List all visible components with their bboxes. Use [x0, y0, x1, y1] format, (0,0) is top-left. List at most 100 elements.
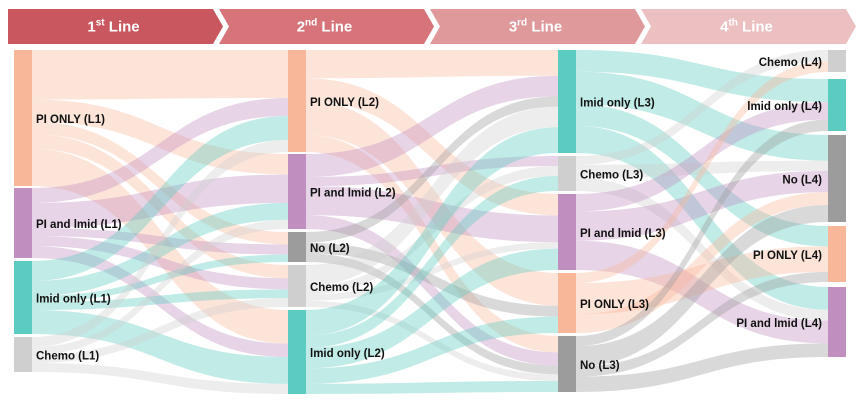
flow — [576, 125, 828, 310]
node-label: lmid only (L3) — [580, 98, 655, 110]
node-label: lmid only (L4) — [747, 101, 822, 113]
flow — [306, 248, 558, 369]
flow — [32, 116, 288, 281]
stage-number: 2 — [297, 18, 305, 35]
flow — [576, 177, 828, 321]
flow — [306, 381, 558, 394]
node-label: PI and lmid (L3) — [580, 228, 666, 240]
flow — [306, 135, 558, 353]
flow — [32, 50, 288, 100]
node-label: PI and lmid (L1) — [36, 219, 122, 231]
node — [558, 336, 576, 392]
stage-title: 4th Line — [720, 17, 773, 35]
stage-label: Line — [105, 18, 140, 35]
flow — [32, 174, 288, 228]
stage-title: 1st Line — [87, 17, 139, 35]
stage-number: 3 — [509, 18, 517, 35]
stage-suffix: st — [96, 17, 106, 28]
flow — [32, 228, 288, 255]
flow — [32, 254, 288, 302]
node-label: PI and lmid (L4) — [736, 318, 822, 330]
flow — [576, 246, 828, 315]
node — [14, 337, 32, 372]
flow — [576, 50, 828, 103]
node — [558, 50, 576, 153]
flow — [32, 363, 288, 394]
node-label: lmid only (L2) — [310, 348, 385, 360]
flow — [32, 148, 288, 344]
nodes: PI ONLY (L1) PI and lmid (L1) lmid only (L… — [14, 50, 846, 394]
flow — [306, 101, 558, 306]
node-label: lmid only (L1) — [36, 294, 111, 306]
flow — [576, 271, 828, 377]
flow — [306, 215, 558, 366]
node-label: Chemo (L2) — [310, 282, 373, 294]
flow — [576, 61, 828, 283]
node-label: PI ONLY (L1) — [36, 114, 105, 126]
flow — [32, 140, 288, 347]
flow — [306, 186, 558, 243]
node — [828, 287, 846, 357]
flow — [306, 106, 558, 287]
node-label: Chemo (L3) — [580, 170, 643, 182]
node-label: Chemo (L4) — [759, 57, 822, 69]
flow — [32, 99, 288, 175]
flow — [32, 289, 288, 310]
node-label: PI ONLY (L4) — [753, 250, 822, 262]
flow — [576, 102, 828, 212]
node-label: PI ONLY (L3) — [580, 299, 649, 311]
stage-title: 2nd Line — [297, 17, 353, 35]
stage-label: Line — [527, 18, 562, 35]
flow — [306, 242, 558, 301]
node — [14, 50, 32, 186]
flow — [306, 75, 558, 178]
flow — [32, 202, 288, 296]
stage-suffix: nd — [305, 17, 317, 28]
node — [288, 50, 306, 152]
flow — [576, 192, 828, 333]
flow — [576, 204, 828, 367]
flow — [576, 71, 828, 161]
stage-suffix: th — [728, 17, 737, 28]
node — [558, 194, 576, 270]
flow — [306, 316, 558, 384]
node — [558, 273, 576, 333]
flow — [576, 240, 828, 344]
stage-title: 3rd Line — [509, 17, 562, 35]
flow — [306, 127, 558, 336]
flow — [32, 134, 288, 279]
node-label: PI and lmid (L2) — [310, 188, 396, 200]
flow — [576, 160, 828, 178]
flow — [32, 310, 288, 384]
flows — [32, 50, 828, 394]
node — [288, 265, 306, 307]
stage-number: 4 — [720, 18, 729, 35]
node-label: PI ONLY (L2) — [310, 97, 379, 109]
flow — [32, 98, 288, 203]
flow — [576, 104, 828, 247]
flow — [32, 121, 288, 245]
node — [14, 261, 32, 334]
flow — [32, 298, 288, 363]
flow — [32, 246, 288, 358]
stage-chevron — [8, 9, 223, 44]
node — [828, 50, 846, 72]
flow — [576, 50, 828, 165]
flow — [306, 156, 558, 187]
stage-suffix: rd — [517, 17, 527, 28]
flow — [576, 343, 828, 392]
node — [558, 156, 576, 191]
flow — [306, 166, 558, 295]
node — [828, 226, 846, 282]
flow — [306, 176, 558, 348]
node — [828, 79, 846, 131]
stage-label: Line — [738, 18, 773, 35]
flow — [32, 219, 288, 355]
header: 1st Line 2nd Line 3rd Line 4th Line — [8, 9, 856, 44]
node-label: Chemo (L1) — [36, 351, 99, 363]
stage-chevron — [219, 9, 434, 44]
node — [288, 154, 306, 229]
node — [288, 310, 306, 394]
node-label: No (L4) — [782, 175, 822, 187]
